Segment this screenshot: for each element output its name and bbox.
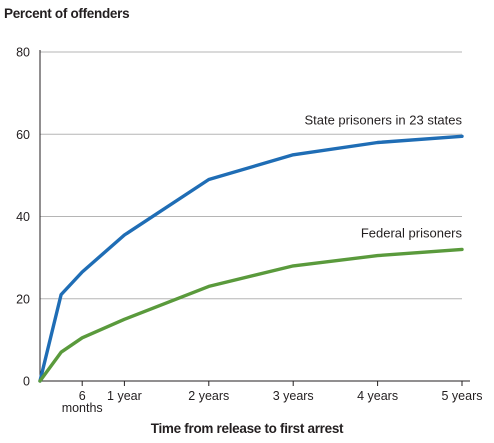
x-tick-label-4: 4 years	[357, 389, 398, 403]
x-tick-label-5: 5 years	[442, 389, 483, 403]
series-line-federal-prisoners	[38, 247, 464, 383]
series-label-state-prisoners: State prisoners in 23 states	[304, 112, 462, 127]
x-tick-label-0: 6 months	[62, 389, 103, 415]
y-axis-title: Percent of offenders	[4, 6, 130, 21]
x-tick-label-2: 2 years	[188, 389, 229, 403]
y-tick-label-20: 20	[16, 292, 30, 306]
x-tick-label-1: 1 year	[107, 389, 142, 403]
y-tick-label-60: 60	[16, 128, 30, 142]
x-tick-label-3: 3 years	[273, 389, 314, 403]
y-tick-label-40: 40	[16, 210, 30, 224]
x-axis-title: Time from release to first arrest	[150, 421, 344, 436]
y-tick-label-0: 0	[23, 375, 30, 389]
y-tick-label-80: 80	[16, 46, 30, 60]
series-label-federal-prisoners: Federal prisoners	[361, 225, 463, 240]
series-line-state-prisoners	[38, 134, 464, 383]
